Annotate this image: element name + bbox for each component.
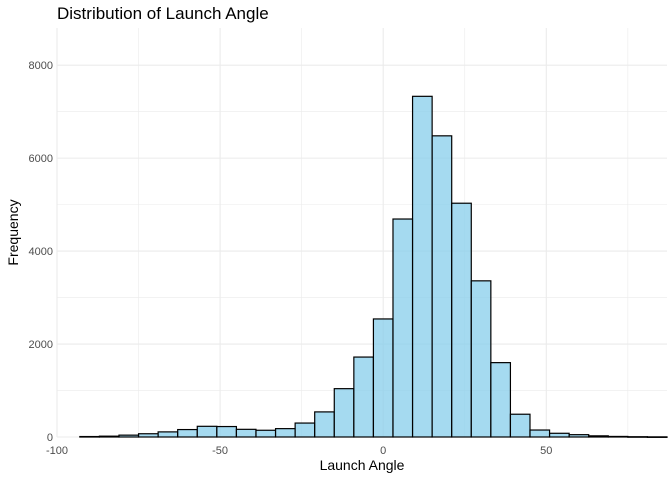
histogram-bar [451,202,472,438]
histogram-bar [392,218,414,438]
histogram-bar [98,435,120,438]
y-tick-label: 0 [47,432,53,444]
y-tick-label: 6000 [29,153,53,165]
histogram-bar [157,431,179,438]
tick-labels: -100 -50 0 50 0 2000 4000 6000 8000 [29,60,553,457]
histogram-bar [235,428,257,438]
histogram-bar [118,434,140,438]
histogram-bar [431,135,453,438]
histogram-bar [646,436,668,438]
chart-title: Distribution of Launch Angle [57,4,269,23]
histogram-bar [137,433,159,438]
histogram-bar [470,280,492,438]
histogram-bar [509,413,531,438]
histogram-bar [216,425,238,438]
histogram-bar [490,362,512,438]
histogram-bars [79,95,668,438]
histogram-bar [627,436,649,438]
histogram-bar [372,318,394,438]
y-axis-title: Frequency [5,199,21,265]
histogram-bar [529,429,551,438]
y-tick-label: 4000 [29,246,53,258]
histogram-bar [196,425,218,438]
histogram-bar [255,429,277,438]
histogram-bar [79,435,101,438]
histogram-bar [411,95,433,438]
x-tick-label: -50 [212,445,228,457]
histogram-bar [177,428,198,438]
histogram-bar [588,435,609,438]
x-tick-label: 50 [540,445,552,457]
histogram-bar [568,434,590,438]
y-tick-label: 2000 [29,339,53,351]
histogram-bar [274,428,296,438]
histogram-bar [294,422,316,438]
y-tick-label: 8000 [29,60,53,72]
histogram-bar [333,388,355,438]
histogram-bar [314,411,335,438]
x-axis-title: Launch Angle [320,457,405,473]
x-tick-label: -100 [46,445,68,457]
x-tick-label: 0 [380,445,386,457]
histogram-bar [607,435,629,438]
histogram-bar [548,432,570,438]
histogram-bar [353,356,375,438]
